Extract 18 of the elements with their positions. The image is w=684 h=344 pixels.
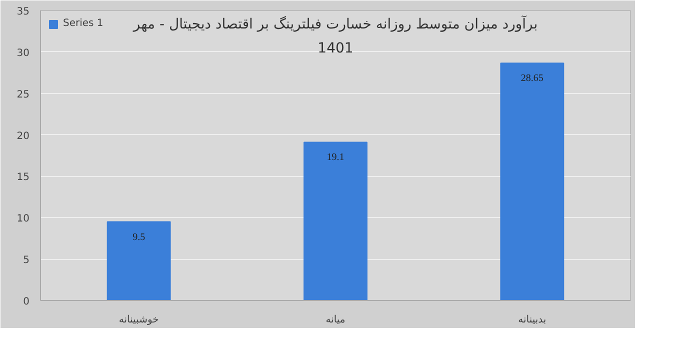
y-tick-label: 35 (16, 6, 30, 18)
y-tick-label: 5 (23, 255, 30, 266)
x-tick-label: میانه (326, 314, 346, 326)
legend-label: Series 1 (63, 18, 104, 29)
y-tick-label: 20 (16, 130, 30, 142)
y-tick-label: 25 (16, 89, 30, 100)
data-label: 19.1 (326, 152, 344, 164)
bar (304, 142, 368, 300)
y-tick-label: 10 (16, 214, 30, 225)
y-tick-label: 0 (23, 296, 30, 308)
x-tick-label: بدبینانه (518, 314, 546, 326)
bar (500, 62, 564, 300)
data-label: 28.65 (520, 73, 544, 84)
data-label: 9.5 (132, 232, 146, 243)
x-tick-label: خوشبینانه (118, 314, 159, 326)
bar (106, 221, 171, 300)
y-tick-label: 15 (16, 172, 30, 184)
y-tick-label: 30 (16, 48, 30, 59)
